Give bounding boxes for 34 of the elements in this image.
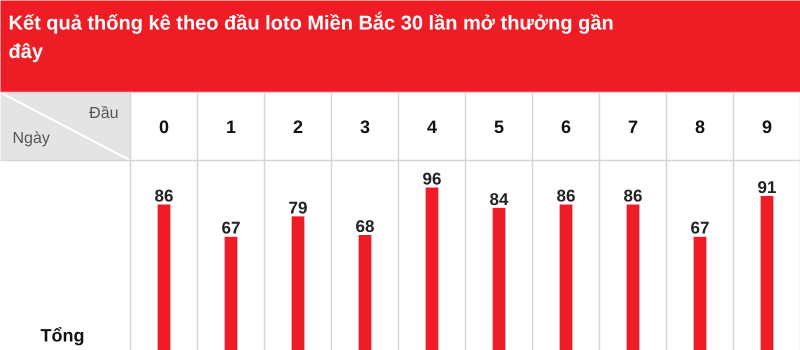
bar xyxy=(760,196,774,350)
data-label: 91 xyxy=(758,178,776,197)
bar xyxy=(426,188,438,350)
bar xyxy=(626,204,640,350)
bar xyxy=(158,204,170,350)
x-tick-label: 6 xyxy=(560,117,572,137)
data-label: 67 xyxy=(222,218,240,238)
data-label: 86 xyxy=(556,186,576,206)
x-tick-label: 8 xyxy=(694,117,706,137)
bar xyxy=(358,235,372,350)
data-label: 68 xyxy=(356,217,374,236)
bar xyxy=(560,204,572,350)
x-tick-label: 2 xyxy=(292,117,304,137)
data-label: 84 xyxy=(490,190,509,209)
x-tick-label: 5 xyxy=(494,117,504,137)
text: Tổng xyxy=(40,326,84,346)
data-label: 86 xyxy=(624,186,642,206)
chart-title: Kết quả thống kê theo đầu loto Miền Bắc 30 lần mở thưởng gần đây xyxy=(8,12,614,64)
x-tick-label: 7 xyxy=(628,117,638,137)
bar xyxy=(292,216,304,350)
data-label: 67 xyxy=(690,218,710,238)
x-tick-label: 3 xyxy=(360,117,370,137)
data-label: 96 xyxy=(422,170,442,188)
x-tick-label: 1 xyxy=(226,117,236,137)
bar xyxy=(694,236,706,350)
bar xyxy=(492,208,506,350)
x-tick-label: 4 xyxy=(426,117,438,137)
data-label: 86 xyxy=(154,186,174,206)
data-label: 79 xyxy=(288,198,308,218)
text: Đầu xyxy=(89,105,119,122)
text: Ngày xyxy=(12,130,50,147)
x-tick-label: 9 xyxy=(762,117,772,137)
x-tick-label: 0 xyxy=(158,117,170,137)
bar xyxy=(224,236,238,350)
